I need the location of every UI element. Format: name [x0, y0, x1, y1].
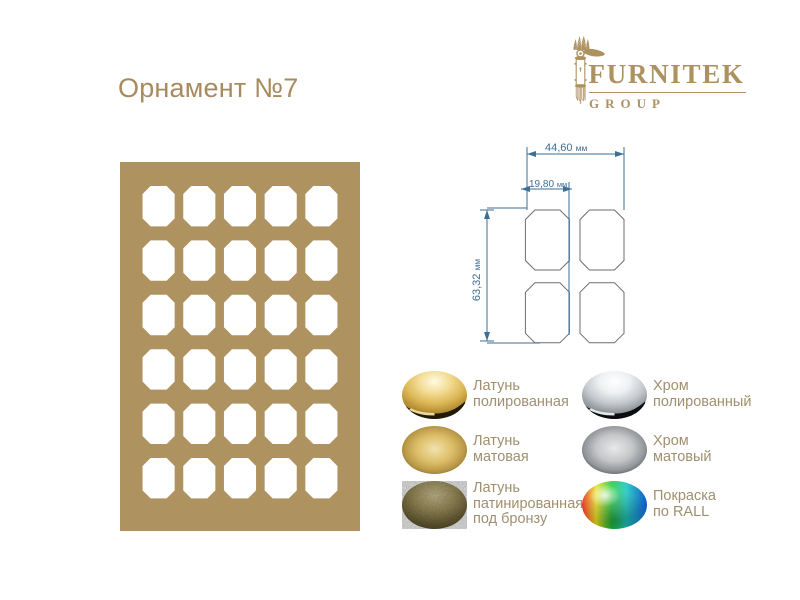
svg-text:19,80 мм: 19,80 мм: [529, 179, 567, 190]
svg-text:44,60 мм: 44,60 мм: [545, 142, 587, 154]
svg-text:63,32 мм: 63,32 мм: [471, 259, 483, 301]
